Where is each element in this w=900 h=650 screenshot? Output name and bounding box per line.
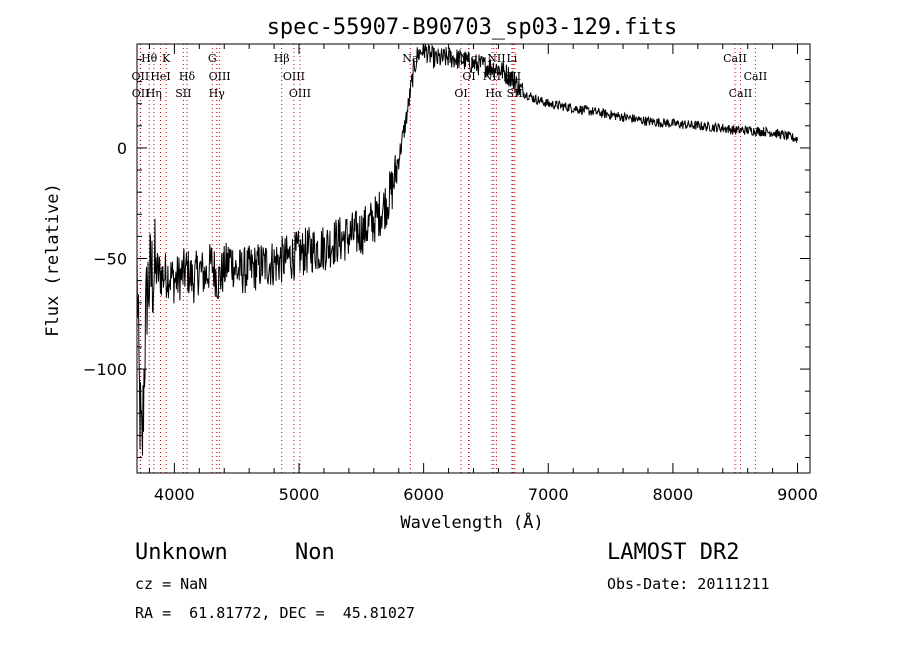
redshift-label: cz = NaN [135,575,208,593]
y-tick-label: 0 [117,139,127,158]
x-tick-label: 6000 [403,485,444,504]
coordinates-label: RA = 61.81772, DEC = 45.81027 [135,604,415,622]
line-label: OIII [283,70,305,83]
line-label: Hδ [179,70,196,83]
line-label: CaII [729,87,753,100]
line-label: OII [132,70,150,83]
line-label: OI [454,87,467,100]
line-label: NII [487,52,505,65]
line-label: OIII [209,70,231,83]
spectrum-line [136,43,798,456]
x-tick-label: 8000 [653,485,694,504]
line-label: Hβ [274,52,290,65]
line-label: SII [175,87,191,100]
x-tick-label: 9000 [777,485,818,504]
x-axis-label: Wavelength (Å) [400,511,543,533]
x-tick-label: 7000 [528,485,569,504]
chart-title: spec-55907-B90703_sp03-129.fits [267,15,678,40]
obs-date-label: Obs-Date: 20111211 [607,575,770,593]
line-label: OIII [289,87,311,100]
line-label: HeI [150,70,170,83]
line-label: Li [506,52,517,65]
line-label: CaII [723,52,747,65]
line-label: G [208,52,217,65]
line-label: Na [402,52,419,65]
subclass-label: Non [295,540,335,565]
line-label: OII [132,87,150,100]
x-tick-label: 5000 [279,485,320,504]
line-label: Hγ [209,87,226,100]
line-label: Hα [485,87,503,100]
line-label: Hθ [141,52,158,65]
x-tick-label: 4000 [154,485,195,504]
y-tick-label: −50 [93,250,127,269]
plot-frame [136,43,811,474]
y-tick-label: −100 [83,360,127,379]
line-label: K [162,52,171,65]
line-label: OI [462,70,475,83]
line-label: Hη [146,87,162,100]
spectrum-series [136,43,798,456]
y-axis-label: Flux (relative) [43,183,63,337]
survey-label: LAMOST DR2 [607,540,740,565]
line-label: CaII [744,70,768,83]
classification-label: Unknown [135,540,228,565]
axis-ticks: 4000 5000 6000 7000 8000 9000 −100 −50 0 [83,44,818,504]
